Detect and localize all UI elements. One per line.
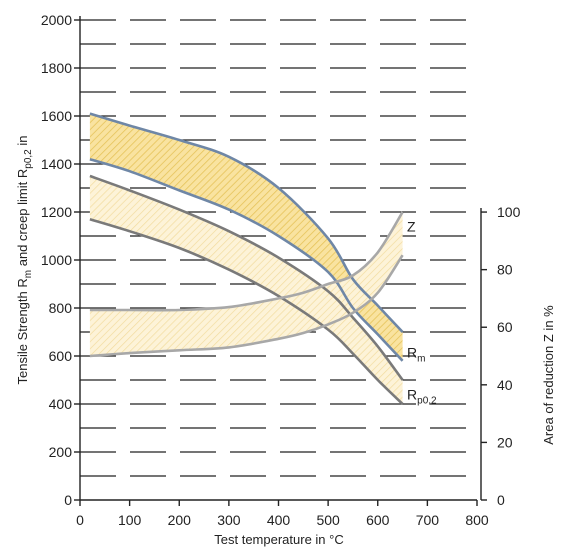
y-tick-label: 1400 [41,156,72,172]
band-z [89,212,403,356]
y-tick-label: 600 [49,348,73,364]
y-axis-title-sub-m: m [23,270,34,278]
y2-tick-label: 40 [497,377,513,393]
y2-tick-label: 20 [497,434,513,450]
band-rm [89,113,403,361]
series-z-lower-line [89,254,404,358]
series-rm-lower-line [89,157,404,362]
band-edges [89,112,404,405]
y-tick-label: 2000 [41,12,72,28]
y-axis-title-sub-p: p0,2 [23,149,34,169]
x-tick-label: 600 [366,512,390,528]
x-tick-label: 800 [465,512,489,528]
y-axis-title-part-3: in [15,136,30,150]
x-tick-label: 200 [168,512,192,528]
gridlines [80,19,477,477]
y-axis-title-part-1: Tensile Strength R [15,278,30,384]
series-z-upper-line [89,211,404,312]
curve-label-subscript: p0,2 [417,395,437,406]
y-tick-label: 1000 [41,252,72,268]
x-tick-label: 500 [316,512,340,528]
y-tick-label: 1800 [41,60,72,76]
y-tick-label: 1600 [41,108,72,124]
x-tick-label: 700 [416,512,440,528]
y2-tick-label: 100 [497,204,521,220]
y-tick-label: 200 [49,444,73,460]
x-tick-label: 400 [267,512,291,528]
x-tick-label: 300 [217,512,241,528]
x-axis-title: Test temperature in °C [214,532,343,547]
x-tick-label: 100 [118,512,142,528]
curve-label-main: R [407,344,417,360]
y2-tick-label: 0 [497,492,505,508]
y-tick-label: 0 [64,492,72,508]
series-rp02-upper-line [89,174,404,381]
band-rp02 [89,176,403,404]
y-tick-label: 400 [49,396,73,412]
x-tick-label: 0 [76,512,84,528]
y-tick-label: 800 [49,300,73,316]
curve-label-rm: Rm [407,344,425,364]
curve-label-subscript: m [417,353,425,364]
series-rp02-lower-line [89,217,404,405]
y2-tick-label: 60 [497,319,513,335]
y-tick-label: 1200 [41,204,72,220]
y2-axis-title: Area of reduction Z in % [541,305,556,445]
y2-tick-label: 80 [497,262,513,278]
bands [89,113,403,404]
curve-label-rp02: Rp0,2 [407,386,437,406]
curve-label-main: R [407,386,417,402]
y-axis-title-part-2: and creep limit R [15,169,30,270]
y-axis-title: Tensile Strength Rm and creep limit Rp0,… [15,136,34,385]
curve-label-z: Z [407,218,416,234]
series-rm-upper-line [89,112,404,333]
